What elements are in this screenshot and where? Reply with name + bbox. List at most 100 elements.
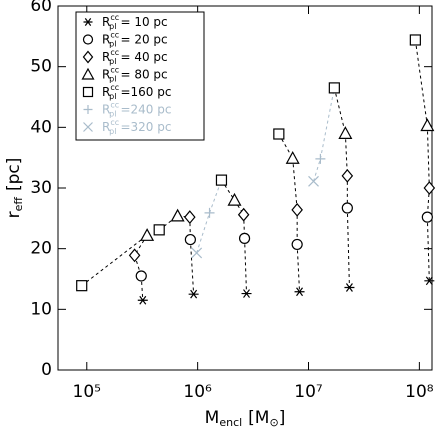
legend-marker xyxy=(82,34,94,45)
legend-symbol-sup: cc xyxy=(110,100,119,109)
connector xyxy=(296,244,301,292)
point xyxy=(237,207,250,222)
point xyxy=(135,270,147,282)
y-tick-label: 10 xyxy=(30,299,52,319)
legend-symbol: R xyxy=(102,85,110,99)
point xyxy=(204,207,215,218)
point xyxy=(184,210,196,225)
legend-marker xyxy=(82,50,94,64)
point xyxy=(273,128,285,140)
connector xyxy=(333,87,346,134)
legend-name: =160 pc xyxy=(120,85,171,99)
connector xyxy=(292,158,298,210)
point xyxy=(137,295,148,305)
y-tick-label: 0 xyxy=(41,360,52,380)
legend-marker xyxy=(83,105,93,114)
connector xyxy=(221,179,235,201)
connector xyxy=(414,39,428,126)
legend-symbol-sup: cc xyxy=(110,30,119,39)
connector xyxy=(313,158,321,182)
connector xyxy=(140,275,144,301)
legend-symbol: R xyxy=(102,102,110,116)
legend-symbol-sup: cc xyxy=(110,13,119,22)
point xyxy=(341,168,354,183)
legend-box xyxy=(75,11,205,141)
connector xyxy=(81,234,148,287)
point xyxy=(421,211,433,223)
y-label-unit: [pc] xyxy=(4,158,24,191)
point xyxy=(291,238,303,251)
point xyxy=(140,228,155,241)
point xyxy=(294,287,305,297)
legend-label: Rcc pl =320 pc xyxy=(102,118,171,136)
connector xyxy=(196,212,211,254)
connector xyxy=(319,87,335,159)
legend-name: = 10 pc xyxy=(120,15,167,29)
x-label-close: ] xyxy=(279,408,286,428)
x-label-main: M xyxy=(205,408,220,428)
point xyxy=(128,248,141,263)
legend-symbol: R xyxy=(102,32,110,46)
legend-symbol-sub: pl xyxy=(109,39,116,48)
legend-name: = 40 pc xyxy=(120,50,167,64)
point xyxy=(285,151,300,164)
x-tick-label: 10⁷ xyxy=(294,382,323,402)
point xyxy=(328,82,340,94)
point xyxy=(338,126,353,139)
connector xyxy=(344,133,348,176)
y-label-main: r xyxy=(4,211,24,218)
point xyxy=(291,202,303,217)
connector xyxy=(426,125,430,189)
connector xyxy=(278,133,294,159)
y-tick-label: 30 xyxy=(30,178,52,198)
point xyxy=(153,224,165,236)
legend-symbol-sub: pl xyxy=(109,22,116,31)
legend-symbol-sub: pl xyxy=(109,74,116,83)
y-tick-label: 40 xyxy=(30,117,52,137)
legend-name: =320 pc xyxy=(120,120,171,134)
legend-label: Rcc pl = 80 pc xyxy=(102,65,168,83)
legend-symbol-sub: pl xyxy=(109,92,116,101)
legend-label: Rcc pl = 10 pc xyxy=(102,13,168,31)
point xyxy=(423,181,436,195)
legend-marker xyxy=(81,67,95,80)
legend-marker xyxy=(83,18,93,26)
legend-label: Rcc pl = 20 pc xyxy=(102,30,168,48)
connector xyxy=(426,217,430,281)
legend-symbol-sub: pl xyxy=(109,57,116,66)
point xyxy=(241,289,252,298)
legend-symbol-sub: pl xyxy=(109,109,116,118)
legend-symbol: R xyxy=(102,67,110,81)
x-axis-label: Mencl [M⊙] xyxy=(205,408,286,429)
legend-label: Rcc pl = 40 pc xyxy=(102,48,168,66)
connector xyxy=(346,208,350,288)
point xyxy=(424,276,435,286)
point xyxy=(227,192,242,206)
legend-symbol: R xyxy=(102,120,110,134)
connector xyxy=(244,238,248,294)
point xyxy=(315,153,326,164)
point xyxy=(420,118,435,132)
legend-marker xyxy=(83,122,93,132)
point xyxy=(344,283,355,292)
point xyxy=(308,175,319,187)
y-label-sub: eff xyxy=(12,197,25,212)
legend-name: = 20 pc xyxy=(120,32,167,46)
y-axis-label: reff [pc] xyxy=(4,158,25,219)
point xyxy=(191,247,203,259)
point xyxy=(215,174,228,186)
legend-symbol: R xyxy=(102,50,110,64)
legend-symbol-sup: cc xyxy=(110,118,119,127)
x-label-sub: encl xyxy=(219,416,242,429)
legend-name: = 80 pc xyxy=(120,67,167,81)
legend-marker xyxy=(82,86,94,98)
y-tick-label: 50 xyxy=(30,57,52,77)
legend-symbol-sub: pl xyxy=(109,127,116,136)
legend-symbol-sup: cc xyxy=(110,48,119,57)
legend-label: Rcc pl =160 pc xyxy=(102,83,171,101)
legend-symbol: R xyxy=(102,15,110,29)
x-label-unit-sub: ⊙ xyxy=(269,416,278,429)
point xyxy=(76,280,88,292)
legend-name: =240 pc xyxy=(120,102,171,116)
